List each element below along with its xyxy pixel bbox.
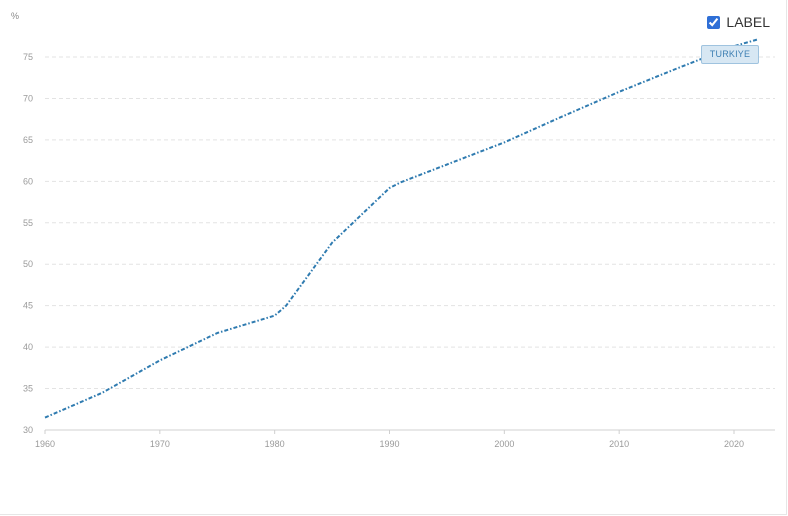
label-checkbox[interactable]: [707, 15, 721, 29]
grid: [45, 56, 775, 390]
x-tick-label: 1970: [150, 439, 170, 449]
y-tick-label: 65: [23, 135, 33, 145]
x-tick-label: 1990: [379, 439, 399, 449]
y-tick-label: 35: [23, 384, 33, 394]
y-tick-label: 45: [23, 301, 33, 311]
y-tick-label: 30: [23, 425, 33, 435]
series-line-turkiye[interactable]: [44, 38, 758, 419]
x-tick-label: 2020: [724, 439, 744, 449]
series-layer: [44, 38, 758, 419]
y-tick-label: 70: [23, 93, 33, 103]
y-axis-unit-label: %: [11, 11, 19, 21]
axes: 30 35 40 45 50 55 60 65 70 75 1960 1970 1980 1990 2000…: [23, 52, 775, 449]
y-tick-label: 50: [23, 259, 33, 269]
x-tick-label: 1980: [265, 439, 285, 449]
label-toggle[interactable]: LABEL: [707, 14, 770, 30]
y-tick-label: 55: [23, 218, 33, 228]
x-tick-label: 1960: [35, 439, 55, 449]
y-tick-label: 60: [23, 176, 33, 186]
y-tick-label: 40: [23, 342, 33, 352]
y-tick-label: 75: [23, 52, 33, 62]
x-tick-label: 2000: [494, 439, 514, 449]
series-label-tag[interactable]: TURKIYE: [701, 45, 759, 64]
x-tick-label: 2010: [609, 439, 629, 449]
label-toggle-text: LABEL: [726, 14, 770, 30]
